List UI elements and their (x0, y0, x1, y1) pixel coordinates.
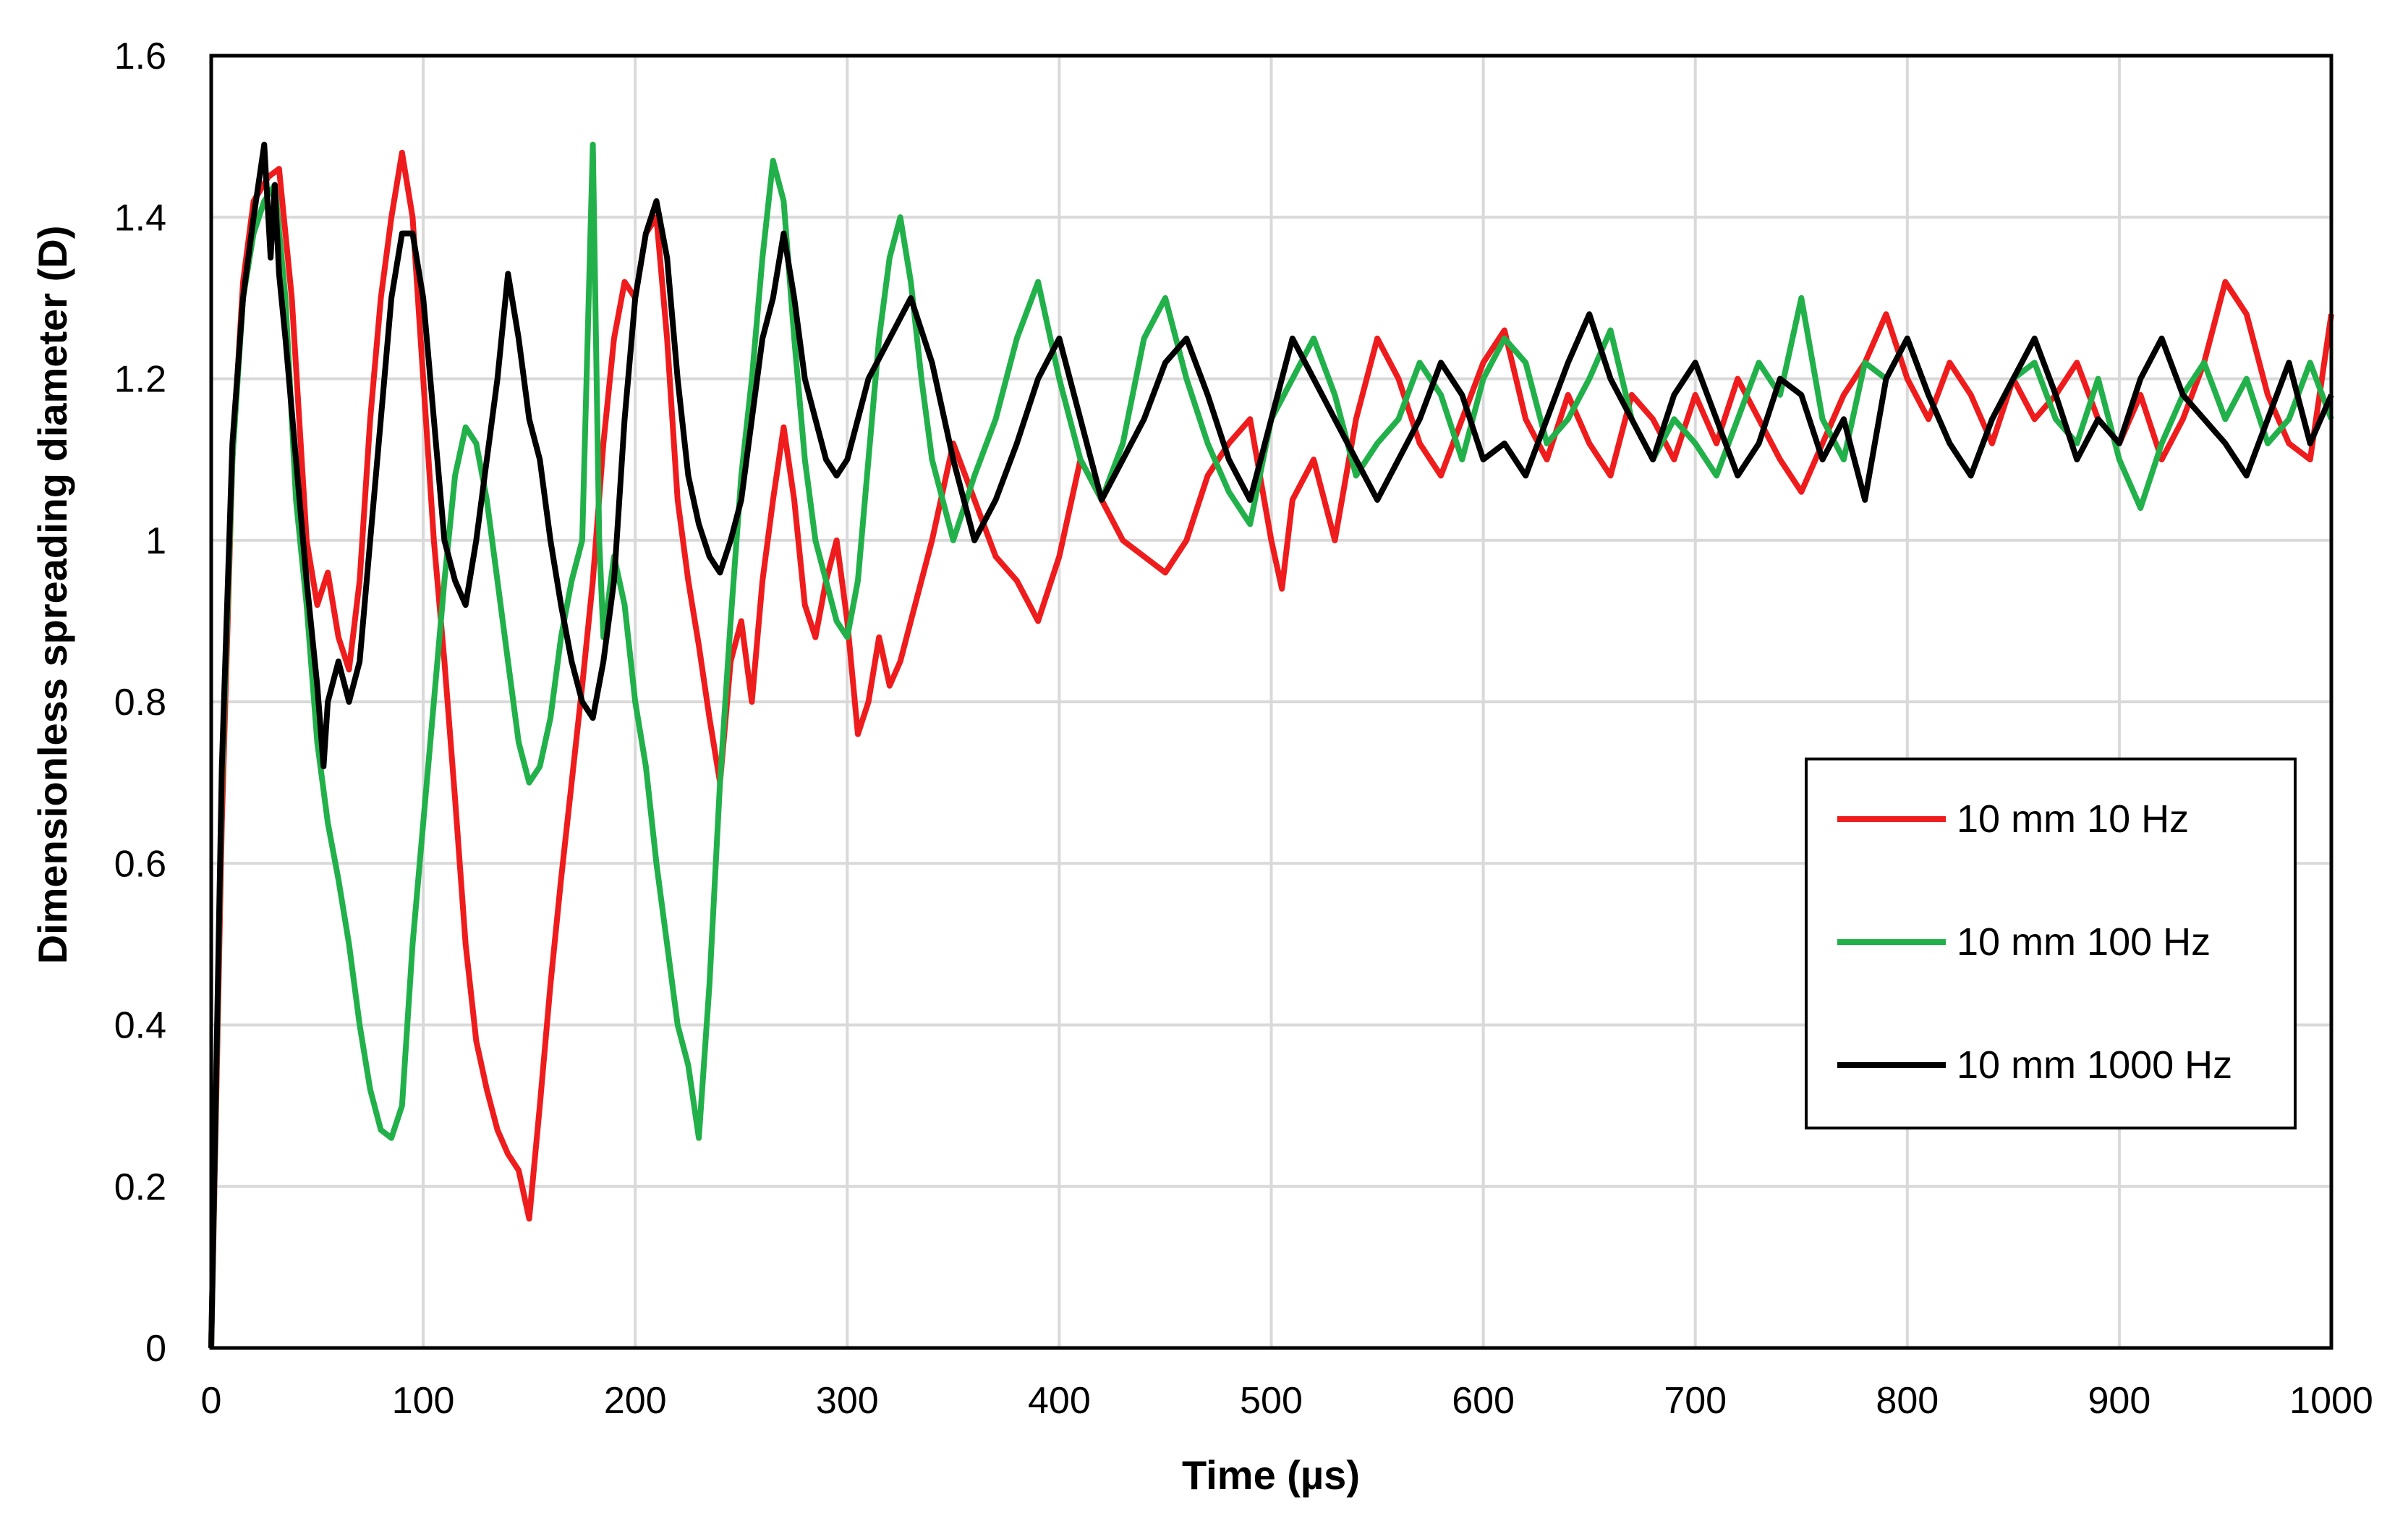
y-axis-title: Dimensionless spreading diameter (D) (30, 226, 75, 964)
x-tick-label-10: 1000 (2289, 1380, 2373, 1422)
y-tick-label-8: 1.6 (114, 35, 166, 77)
x-tick-label-9: 900 (2088, 1380, 2151, 1422)
y-tick-label-2: 0.4 (114, 1005, 166, 1047)
series-line-2 (208, 141, 2334, 1349)
y-tick-label-3: 0.6 (114, 843, 166, 885)
x-axis-tick-labels: 0 100 200 300 400 500 600 700 800 900 1000 (201, 1380, 2373, 1422)
y-tick-label-0: 0 (145, 1328, 166, 1370)
x-tick-label-5: 500 (1240, 1380, 1303, 1422)
legend: 10 mm 10 Hz 10 mm 100 Hz 10 mm 1000 Hz (1805, 758, 2297, 1129)
x-tick-label-0: 0 (201, 1380, 222, 1422)
x-tick-label-6: 600 (1452, 1380, 1515, 1422)
y-tick-label-5: 1 (145, 520, 166, 562)
x-tick-label-2: 200 (604, 1380, 667, 1422)
x-tick-label-1: 100 (392, 1380, 455, 1422)
legend-label-series-2: 10 mm 100 Hz (1957, 920, 2211, 964)
series-lines (208, 141, 2334, 1349)
series-line-3 (208, 141, 2334, 1349)
x-axis-title: Time (µs) (1182, 1452, 1360, 1498)
x-tick-label-8: 800 (1876, 1380, 1939, 1422)
y-tick-label-4: 0.8 (114, 682, 166, 724)
plot-area-border (209, 54, 2333, 1350)
y-tick-label-6: 1.2 (114, 359, 166, 401)
legend-label-series-3: 10 mm 1000 Hz (1957, 1043, 2232, 1087)
y-tick-label-1: 0.2 (114, 1166, 166, 1208)
x-tick-label-4: 400 (1028, 1380, 1091, 1422)
x-tick-label-3: 300 (816, 1380, 879, 1422)
y-tick-label-7: 1.4 (114, 197, 166, 239)
x-tick-label-7: 700 (1664, 1380, 1727, 1422)
y-axis-tick-labels: 0 0.2 0.4 0.6 0.8 1 1.2 1.4 1.6 (114, 35, 166, 1370)
legend-label-series-1: 10 mm 10 Hz (1957, 797, 2189, 841)
